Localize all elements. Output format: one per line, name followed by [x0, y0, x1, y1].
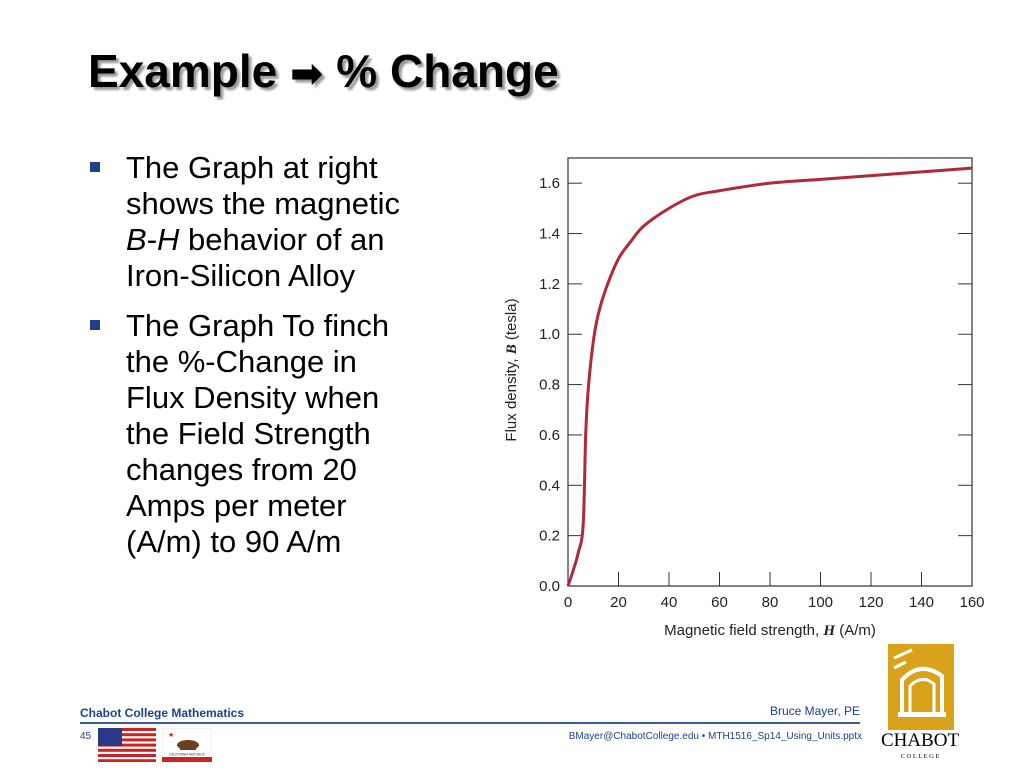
page-number: 45	[80, 731, 92, 742]
x-tick-label: 40	[661, 594, 678, 611]
bullet-2-line-1: The Graph To finch	[126, 308, 390, 343]
bullet-2-line-7: (A/m) to 90 A/m	[126, 524, 342, 559]
x-tick-label: 60	[711, 594, 728, 611]
footer-author: Bruce Mayer, PE	[769, 704, 860, 718]
title-left: Example	[88, 45, 278, 97]
symbol-dash: -	[146, 222, 158, 257]
y-tick-label: 0.2	[539, 528, 560, 545]
svg-text:★: ★	[168, 731, 174, 739]
chabot-college-logo: CHABOT C O L L E G E	[881, 644, 960, 760]
x-tick-label: 80	[762, 594, 779, 611]
chart-axes	[567, 157, 973, 587]
y-tick-label: 0.8	[539, 377, 560, 394]
bullet-2-line-4: the Field Strength	[126, 416, 371, 451]
square-bullet-icon	[90, 320, 100, 330]
x-tick-label: 140	[909, 594, 934, 611]
logo-name: CHABOT	[881, 730, 960, 751]
bh-curve-chart: 0 20 40 60 80 100 120 140 160 0.0 0.2 0.4 0.6 0.8 1.0 1…	[503, 157, 985, 639]
logo-sub: C O L L E G E	[901, 753, 940, 760]
bullet-item-2: The Graph To finch the %-Change in Flux …	[88, 308, 488, 560]
bullet-1-line-3: B-H behavior of an	[126, 222, 488, 258]
y-tick-label: 1.6	[539, 175, 560, 192]
right-arrow-icon: ➡	[290, 51, 324, 97]
footer-institution: Chabot College Mathematics	[80, 706, 245, 720]
y-tick-label: 0.0	[539, 578, 560, 595]
symbol-b: B	[126, 222, 147, 257]
x-tick-label: 160	[959, 594, 984, 611]
us-flag-icon	[98, 728, 156, 762]
california-flag-icon: ★ CALIFORNIA REPUBLIC	[162, 728, 212, 762]
footer-email-file: BMayer@ChabotCollege.edu • MTH1516_Sp14_…	[568, 731, 862, 742]
x-tick-label: 100	[808, 594, 833, 611]
chart-ticks: 0 20 40 60 80 100 120 140 160 0.0 0.2 0.4 0.6 0.8 1.0 1…	[539, 175, 984, 611]
title-right: % Change	[336, 45, 559, 97]
x-tick-label: 120	[858, 594, 883, 611]
x-tick-label: 20	[610, 594, 627, 611]
bullet-2-line-6: Amps per meter	[126, 488, 347, 523]
y-tick-label: 0.4	[539, 477, 560, 494]
footer-divider	[80, 722, 860, 724]
square-bullet-icon	[90, 162, 100, 172]
bullet-1-line-4: Iron-Silicon Alloy	[126, 258, 356, 293]
y-tick-label: 1.4	[539, 226, 560, 243]
bullet-2-line-5: changes from 20	[126, 452, 357, 487]
bullet-1-line-3-text: behavior of an	[188, 222, 385, 257]
ca-flag-text: CALIFORNIA REPUBLIC	[169, 753, 205, 757]
x-tick-label: 0	[564, 594, 572, 611]
x-axis-label: Magnetic field strength, H (A/m)	[664, 622, 876, 639]
bh-curve-line	[566, 166, 973, 587]
symbol-h: H	[157, 222, 180, 257]
chart-series	[566, 166, 973, 587]
y-tick-label: 1.2	[539, 276, 560, 293]
bullet-2-line-3: Flux Density when	[126, 380, 380, 415]
slide-title: Example ➡ % Change	[88, 44, 559, 98]
plot-frame	[567, 157, 973, 587]
bullet-1-line-1: The Graph at right	[126, 150, 378, 185]
y-axis-label: Flux density, B (tesla)	[503, 298, 520, 441]
bullet-list: The Graph at right shows the magnetic B-…	[88, 150, 488, 574]
bullet-2-line-2: the %-Change in	[126, 344, 357, 379]
y-tick-label: 0.6	[539, 427, 560, 444]
bullet-item-1: The Graph at right shows the magnetic B-…	[88, 150, 488, 294]
bullet-1-line-2: shows the magnetic	[126, 186, 400, 221]
y-tick-label: 1.0	[539, 326, 560, 343]
